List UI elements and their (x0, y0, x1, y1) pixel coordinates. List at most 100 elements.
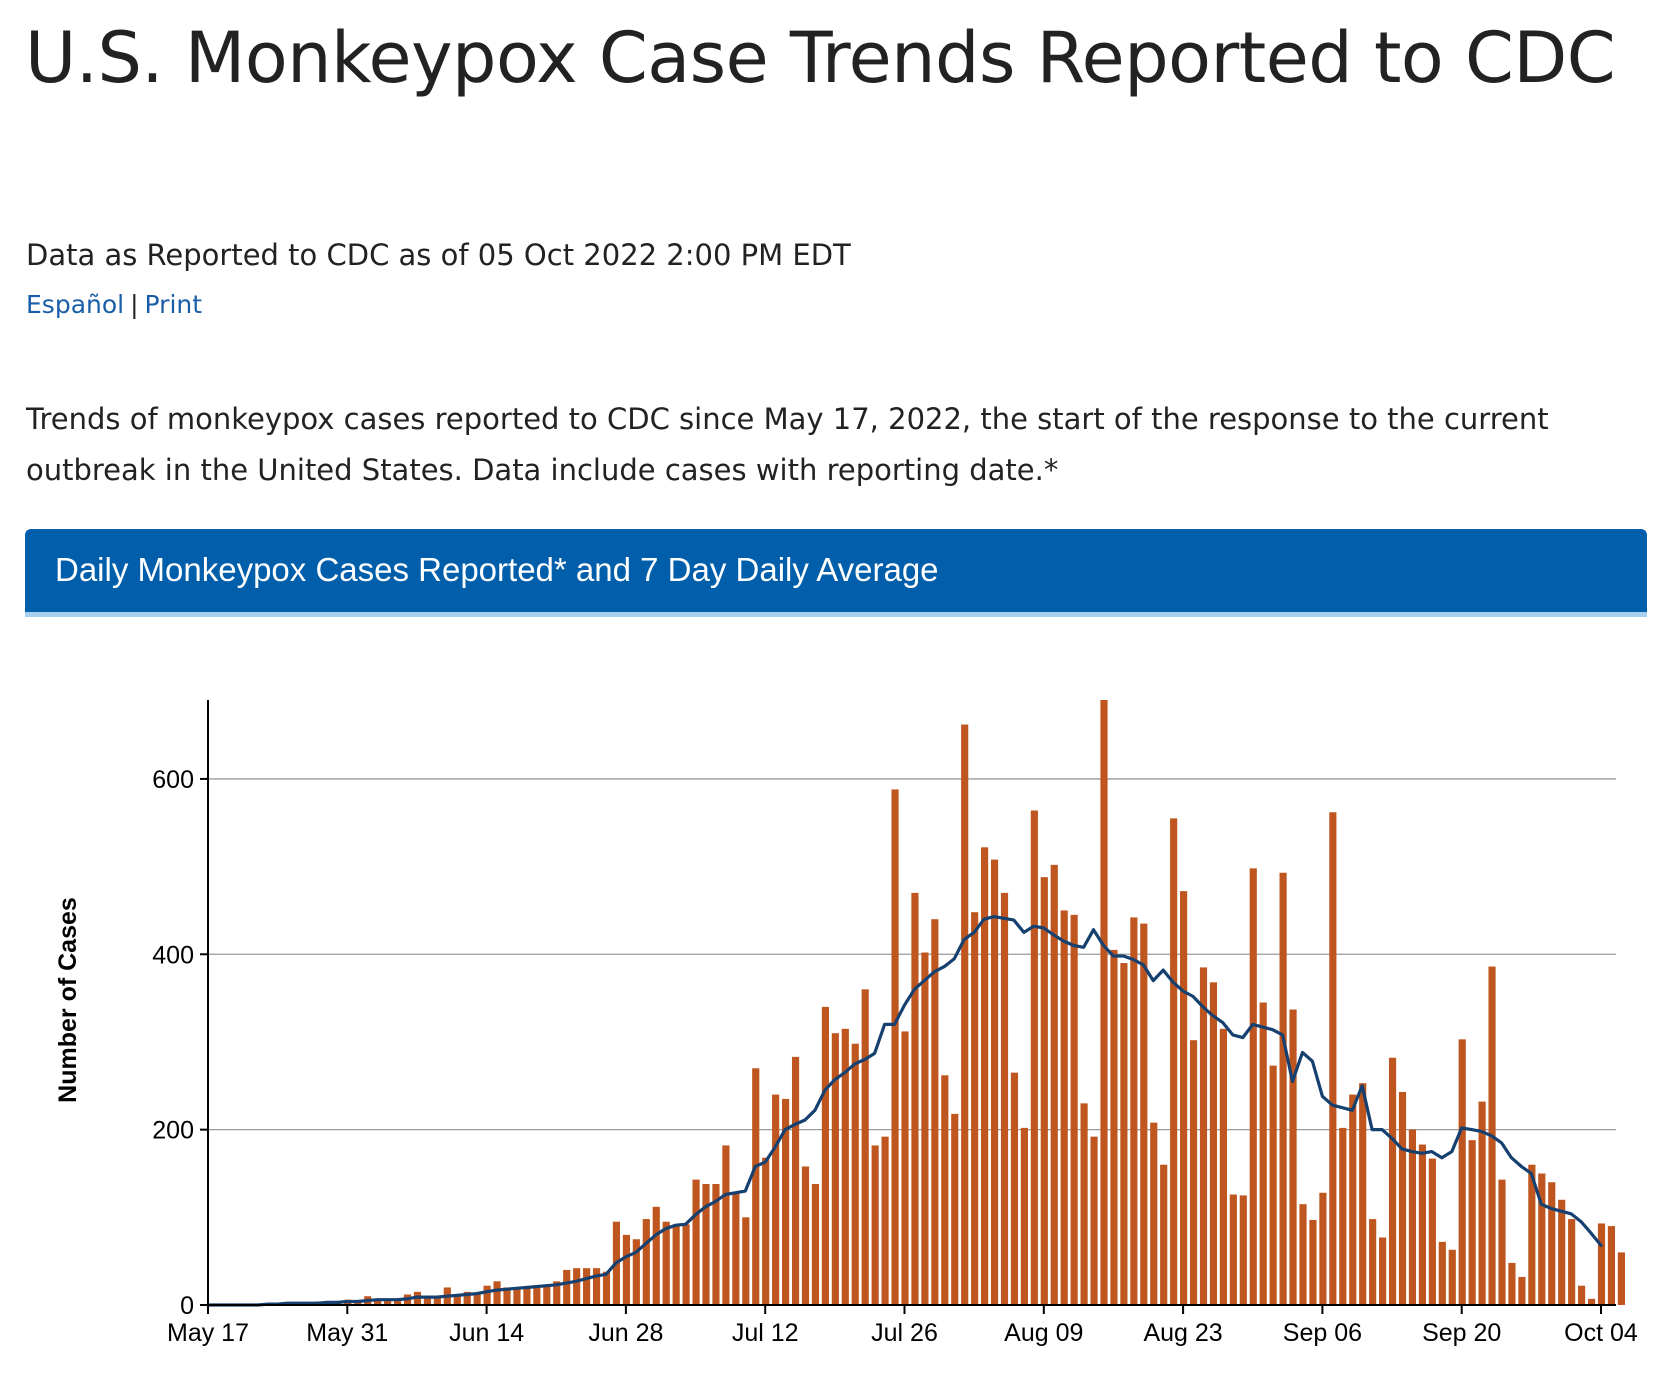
x-tick-label: May 17 (167, 1319, 249, 1347)
daily-case-bar (1408, 1129, 1417, 1305)
daily-case-bar (782, 1098, 790, 1305)
daily-case-bar (214, 1304, 223, 1305)
daily-case-bar (204, 1304, 213, 1305)
daily-case-bar (1070, 914, 1078, 1305)
daily-case-bar (573, 1268, 581, 1305)
axis-labels: 0 200 400 600 May 17 May 31 Jun 14 Jun 28 Jul 12… (54, 766, 1638, 1347)
daily-case-bar (433, 1297, 441, 1305)
daily-case-bar (344, 1299, 352, 1305)
daily-case-bar (1249, 868, 1257, 1305)
y-tick-label: 0 (180, 1292, 194, 1320)
daily-case-bar (1000, 892, 1009, 1305)
daily-case-bar (503, 1287, 511, 1305)
daily-case-bar (1020, 1127, 1028, 1305)
daily-case-bar (1100, 700, 1108, 1305)
daily-case-bar (851, 1043, 859, 1305)
chart-header-bar: Daily Monkeypox Cases Reported* and 7 Da… (25, 529, 1647, 617)
daily-case-bar (533, 1286, 541, 1305)
daily-case-bar (1180, 891, 1188, 1305)
daily-case-bar (662, 1221, 670, 1305)
daily-case-bar (583, 1268, 591, 1305)
daily-case-bar (1319, 1192, 1327, 1305)
daily-case-bar (801, 1166, 810, 1305)
y-tick-label: 200 (152, 1117, 194, 1145)
daily-case-bar (961, 724, 969, 1305)
page-links: Español | Print (26, 290, 202, 319)
daily-case-bar (1597, 1223, 1606, 1305)
intro-paragraph: Trends of monkeypox cases reported to CD… (26, 402, 1549, 487)
daily-case-bar (602, 1271, 611, 1305)
daily-case-bar (971, 912, 979, 1305)
y-axis-title: Number of Cases (54, 897, 82, 1103)
daily-case-bar (652, 1206, 660, 1305)
daily-case-bar (1299, 1204, 1307, 1305)
daily-case-bar (1458, 1039, 1466, 1305)
daily-case-bar (712, 1184, 720, 1305)
daily-case-bar (931, 919, 939, 1305)
daily-case-bar (821, 1006, 829, 1305)
daily-case-bar (941, 1075, 949, 1305)
daily-case-bar (1060, 910, 1068, 1305)
daily-case-bar (1120, 963, 1128, 1305)
x-tick-label: Jul 12 (732, 1319, 799, 1347)
daily-case-bar (1398, 1091, 1407, 1305)
daily-case-bar (463, 1291, 471, 1305)
daily-case-bar (1239, 1195, 1247, 1305)
print-link[interactable]: Print (144, 290, 203, 319)
daily-case-bar (1518, 1276, 1526, 1305)
daily-case-bar (772, 1094, 780, 1305)
daily-case-bar (443, 1287, 451, 1305)
daily-case-bar (1359, 1083, 1367, 1305)
daily-case-bar (1498, 1179, 1506, 1305)
daily-case-bar (722, 1145, 730, 1305)
daily-case-bar (513, 1287, 521, 1305)
daily-case-bar (672, 1224, 680, 1305)
daily-case-bar (1508, 1262, 1516, 1305)
daily-case-bar (1448, 1249, 1456, 1305)
daily-case-bar (1548, 1182, 1556, 1305)
daily-case-bar (284, 1302, 292, 1305)
daily-case-bar (1010, 1072, 1019, 1305)
daily-case-bar (981, 847, 989, 1305)
daily-case-bar (354, 1300, 362, 1305)
daily-case-bar (901, 1031, 909, 1305)
daily-case-bar (1259, 1002, 1267, 1305)
daily-case-bar (1438, 1241, 1446, 1305)
daily-case-bar (1309, 1219, 1317, 1305)
x-tick-label: Aug 09 (1004, 1319, 1083, 1347)
daily-case-bar (911, 892, 919, 1305)
daily-case-bar (1587, 1298, 1596, 1305)
daily-case-bar (523, 1287, 531, 1305)
daily-case-bar (1110, 949, 1118, 1305)
daily-case-bar (990, 859, 999, 1305)
daily-case-bar (622, 1234, 630, 1305)
daily-case-bar (951, 1113, 959, 1305)
daily-case-bar (891, 789, 899, 1305)
daily-case-bar (1189, 1040, 1198, 1305)
daily-case-bar (1538, 1173, 1546, 1305)
x-tick-label: Sep 06 (1283, 1319, 1362, 1347)
daily-case-bar (413, 1291, 422, 1305)
daily-case-bar (384, 1299, 392, 1305)
daily-case-bar (592, 1268, 601, 1305)
daily-case-bar (921, 952, 929, 1305)
daily-case-bar (423, 1296, 431, 1305)
daily-case-bar (871, 1145, 879, 1305)
daily-case-bar (264, 1303, 272, 1305)
daily-case-bar (563, 1269, 571, 1305)
average-line-series (206, 914, 1603, 1307)
daily-case-bar (692, 1179, 700, 1305)
espanol-link[interactable]: Español (26, 290, 125, 319)
daily-case-bar (702, 1184, 710, 1305)
daily-case-bar (841, 1028, 849, 1305)
daily-case-bar (1388, 1057, 1397, 1305)
daily-case-bar (1289, 1009, 1297, 1305)
x-tick-label: Aug 23 (1143, 1319, 1222, 1347)
daily-case-bar (483, 1285, 491, 1305)
daily-case-bar (1140, 923, 1148, 1305)
x-tick-label: Sep 20 (1422, 1319, 1501, 1347)
daily-case-bar (861, 989, 869, 1305)
daily-case-bar (473, 1292, 481, 1305)
daily-case-bar (1090, 1136, 1098, 1305)
seven-day-average-line (206, 914, 1603, 1307)
